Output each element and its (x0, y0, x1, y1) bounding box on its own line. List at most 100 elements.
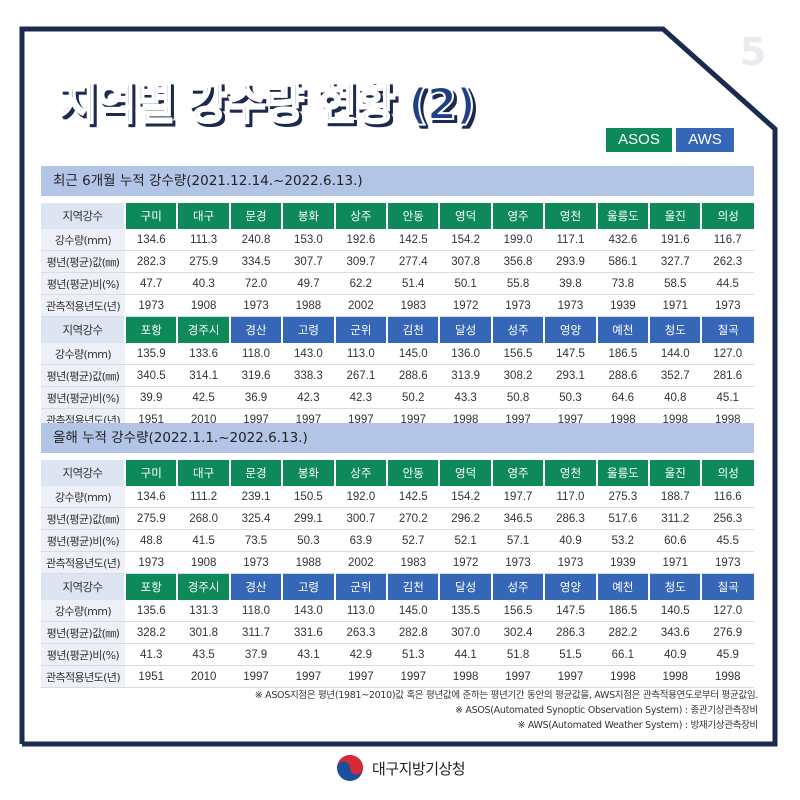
value-cell: 286.3 (544, 621, 597, 644)
value-cell: 50.8 (491, 386, 545, 409)
value-cell: 150.5 (282, 486, 335, 508)
value-cell: 262.3 (701, 250, 754, 273)
station-name-cell: 영양 (543, 316, 597, 343)
value-cell: 42.9 (334, 643, 388, 666)
station-name-cell: 달성 (438, 316, 492, 343)
value-cell: 145.0 (387, 343, 440, 365)
value-cell: 240.8 (229, 229, 283, 251)
station-name-cell: 영덕 (438, 460, 492, 486)
value-cell: 1973 (229, 294, 283, 317)
value-cell: 307.8 (439, 250, 492, 273)
organization-name: 대구지방기상청 (372, 759, 466, 778)
station-name-cell: 칠곡 (700, 316, 754, 343)
row-label: 평년(평균)비(%) (41, 529, 125, 552)
value-cell: 1973 (544, 294, 597, 317)
value-cell: 191.6 (649, 229, 702, 251)
value-cell: 36.9 (229, 386, 283, 409)
value-cell: 1997 (387, 665, 440, 688)
value-cell: 42.3 (334, 386, 388, 409)
value-cell: 301.8 (177, 621, 230, 644)
value-cell: 275.9 (125, 507, 178, 530)
value-cell: 58.5 (649, 272, 702, 295)
value-cell: 40.9 (649, 643, 702, 666)
value-cell: 328.2 (125, 621, 178, 644)
station-name-cell: 영주 (490, 460, 545, 486)
value-cell: 1973 (229, 551, 283, 574)
station-name-cell: 구미 (123, 460, 178, 486)
value-cell: 42.3 (282, 386, 335, 409)
value-cell: 52.1 (439, 529, 492, 552)
footnote-asos-definition: ※ ASOS(Automated Synoptic Observation Sy… (455, 705, 758, 716)
value-cell: 37.9 (229, 643, 283, 666)
value-cell: 356.8 (491, 250, 545, 273)
station-name-cell: 안동 (386, 203, 440, 229)
value-cell: 1908 (177, 551, 230, 574)
value-cell: 1997 (334, 665, 388, 688)
station-name-cell: 고령 (281, 573, 335, 600)
value-cell: 288.6 (387, 364, 440, 387)
value-cell: 134.6 (125, 229, 178, 251)
station-header-row: 지역강수 구미 대구 문경 봉화 상주 안동 영덕 영주 영천 울릉도 울진 의성 (41, 203, 754, 229)
value-cell: 40.9 (544, 529, 597, 552)
value-cell: 50.2 (387, 386, 440, 409)
value-cell: 117.1 (544, 229, 597, 251)
value-cell: 1972 (439, 551, 492, 574)
section-title-recent-6-months: 최근 6개월 누적 강수량(2021.12.14.~2022.6.13.) (41, 166, 754, 196)
value-cell: 334.5 (229, 250, 283, 273)
value-cell: 64.6 (596, 386, 650, 409)
table-row: 관측적용년도(년) 1973 1908 1973 1988 2002 1983 1972 197… (41, 551, 754, 574)
value-cell: 302.4 (491, 621, 545, 644)
value-cell: 2002 (334, 294, 388, 317)
value-cell: 517.6 (596, 507, 650, 530)
value-cell: 116.7 (701, 229, 754, 251)
station-name-cell: 상주 (333, 203, 388, 229)
value-cell: 48.8 (125, 529, 178, 552)
value-cell: 1973 (125, 551, 178, 574)
value-cell: 156.5 (491, 343, 545, 365)
station-name-cell: 영천 (543, 203, 597, 229)
value-cell: 325.4 (229, 507, 283, 530)
value-cell: 131.3 (177, 600, 230, 622)
value-cell: 117.0 (544, 486, 597, 508)
value-cell: 43.3 (439, 386, 492, 409)
station-name-cell: 영천 (543, 460, 597, 486)
value-cell: 338.3 (282, 364, 335, 387)
value-cell: 1972 (439, 294, 492, 317)
station-name-cell: 경주시 (176, 573, 230, 600)
value-cell: 63.9 (334, 529, 388, 552)
station-name-cell: 대구 (176, 203, 230, 229)
value-cell: 41.5 (177, 529, 230, 552)
value-cell: 282.3 (125, 250, 178, 273)
taegeuk-logo-icon (337, 755, 363, 781)
table-row: 평년(평균)비(%) 41.3 43.5 37.9 43.1 42.9 51.3 44.1 51… (41, 643, 754, 666)
table-row: 관측적용년도(년) 1951 2010 1997 1997 1997 1997 1998 199… (41, 665, 754, 688)
station-name-cell: 고령 (281, 316, 335, 343)
table-row: 강수량(mm) 134.6 111.3 240.8 153.0 192.6 142.5 154… (41, 229, 754, 251)
value-cell: 197.7 (491, 486, 545, 508)
station-name-cell: 대구 (176, 460, 230, 486)
table-row: 평년(평균)값(㎜) 328.2 301.8 311.7 331.6 263.3 282.8… (41, 621, 754, 644)
value-cell: 2010 (177, 665, 230, 688)
value-cell: 136.0 (439, 343, 492, 365)
value-cell: 147.5 (544, 600, 597, 622)
value-cell: 43.1 (282, 643, 335, 666)
value-cell: 1983 (387, 294, 440, 317)
value-cell: 1973 (491, 551, 545, 574)
value-cell: 72.0 (229, 272, 283, 295)
value-cell: 135.6 (125, 600, 178, 622)
legend-asos-badge: ASOS (606, 128, 672, 152)
value-cell: 1998 (649, 665, 702, 688)
value-cell: 346.5 (491, 507, 545, 530)
value-cell: 313.9 (439, 364, 492, 387)
station-name-cell: 김천 (386, 573, 440, 600)
value-cell: 45.5 (701, 529, 754, 552)
station-name-cell: 경산 (228, 316, 283, 343)
value-cell: 118.0 (229, 343, 283, 365)
value-cell: 42.5 (177, 386, 230, 409)
value-cell: 154.2 (439, 229, 492, 251)
row-label: 평년(평균)값(㎜) (41, 507, 125, 530)
value-cell: 45.9 (701, 643, 754, 666)
value-cell: 277.4 (387, 250, 440, 273)
value-cell: 1998 (439, 665, 492, 688)
value-cell: 288.6 (596, 364, 650, 387)
